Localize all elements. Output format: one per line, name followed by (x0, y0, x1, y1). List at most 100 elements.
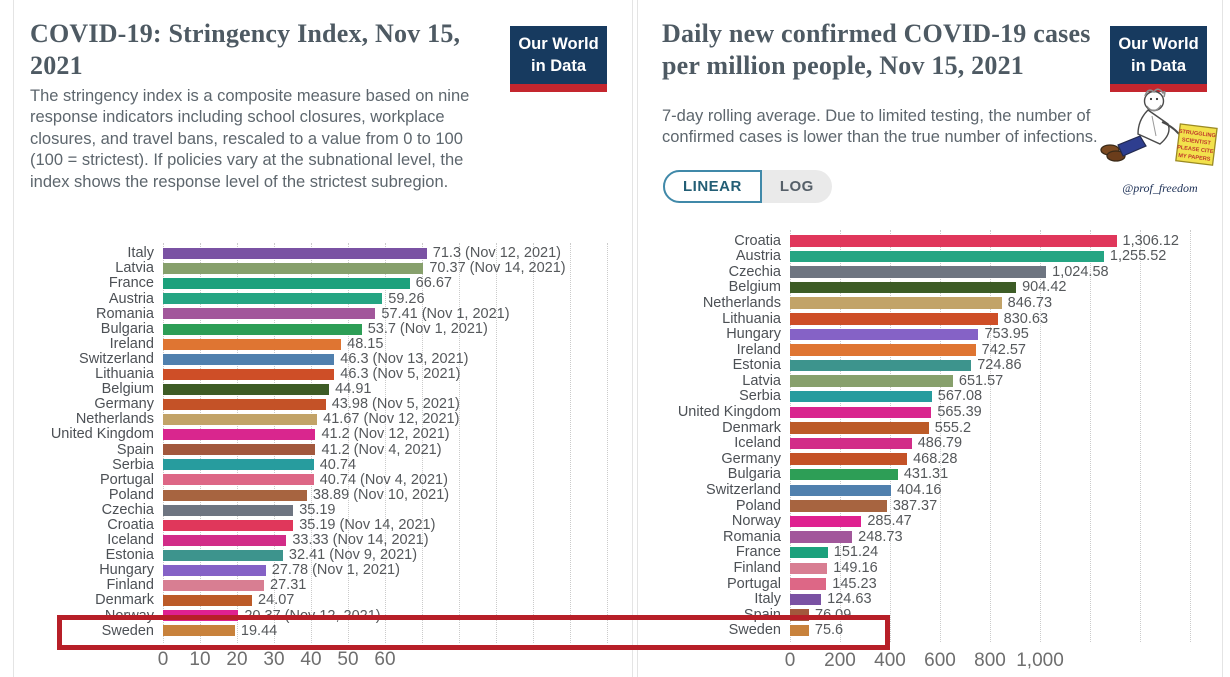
bar[interactable] (790, 515, 862, 528)
bar[interactable] (790, 406, 932, 419)
country-label[interactable]: Lithuania (722, 310, 781, 327)
country-label[interactable]: Switzerland (79, 350, 154, 367)
country-label[interactable]: Spain (743, 606, 781, 623)
country-label[interactable]: Netherlands (702, 294, 781, 311)
bar[interactable] (790, 390, 932, 403)
country-label[interactable]: Germany (721, 450, 781, 467)
country-label[interactable]: Croatia (734, 232, 781, 249)
bar[interactable] (790, 235, 1117, 247)
bar[interactable] (790, 266, 1047, 278)
bar[interactable] (790, 344, 976, 356)
country-label[interactable]: Hungary (99, 562, 154, 579)
bar[interactable] (790, 531, 853, 543)
country-label[interactable]: United Kingdom (677, 404, 781, 421)
bar[interactable] (163, 534, 287, 546)
country-label[interactable]: Romania (722, 528, 781, 545)
bar[interactable] (163, 338, 342, 350)
country-label[interactable]: Italy (754, 591, 781, 608)
bar[interactable] (790, 250, 1104, 263)
bar[interactable] (163, 504, 294, 516)
bar[interactable] (163, 444, 316, 456)
log-button[interactable]: LOG (779, 178, 814, 195)
bar[interactable] (163, 459, 314, 471)
bar[interactable] (790, 546, 828, 559)
bar[interactable] (163, 278, 410, 290)
country-label[interactable]: Poland (735, 497, 781, 514)
country-label[interactable]: United Kingdom (50, 426, 154, 443)
bar[interactable] (790, 468, 898, 481)
bar[interactable] (163, 595, 253, 607)
country-label[interactable]: Poland (108, 486, 154, 503)
bar[interactable] (790, 593, 822, 606)
country-label[interactable]: Latvia (115, 260, 154, 277)
country-label[interactable]: Portugal (726, 575, 781, 592)
bar[interactable] (790, 375, 953, 387)
country-label[interactable]: Germany (94, 396, 154, 413)
bar[interactable] (163, 489, 307, 501)
bar[interactable] (163, 383, 330, 395)
country-label[interactable]: Switzerland (706, 482, 781, 499)
bar[interactable] (163, 263, 424, 275)
country-label[interactable]: Netherlands (75, 411, 154, 428)
bar[interactable] (163, 565, 266, 577)
bar[interactable] (790, 624, 809, 637)
country-label[interactable]: Sweden (728, 622, 781, 639)
country-label[interactable]: Iceland (107, 532, 154, 549)
country-label[interactable]: Belgium (101, 381, 154, 398)
country-label[interactable]: Iceland (734, 435, 781, 452)
country-label[interactable]: Denmark (95, 592, 154, 609)
country-label[interactable]: Latvia (742, 372, 781, 389)
bar[interactable] (790, 313, 998, 325)
country-label[interactable]: Croatia (107, 516, 154, 533)
country-label[interactable]: Bulgaria (100, 320, 154, 337)
bar[interactable] (790, 562, 828, 575)
country-label[interactable]: Ireland (109, 335, 154, 352)
country-label[interactable]: Romania (95, 305, 154, 322)
country-label[interactable]: Czechia (728, 263, 781, 280)
country-label[interactable]: Norway (731, 513, 781, 530)
bar[interactable] (790, 281, 1017, 294)
country-label[interactable]: Spain (116, 441, 154, 458)
country-label[interactable]: Belgium (728, 279, 781, 296)
country-label[interactable]: Serbia (739, 388, 781, 405)
bar[interactable] (163, 610, 239, 622)
bar[interactable] (163, 323, 362, 335)
bar[interactable] (163, 293, 383, 305)
country-label[interactable]: Czechia (101, 501, 154, 518)
bar[interactable] (790, 484, 892, 497)
bar[interactable] (163, 248, 427, 260)
country-label[interactable]: Estonia (105, 547, 154, 564)
country-label[interactable]: Italy (127, 245, 154, 262)
country-label[interactable]: Portugal (99, 471, 154, 488)
bar[interactable] (790, 609, 810, 621)
country-label[interactable]: Bulgaria (727, 466, 781, 483)
bar[interactable] (163, 519, 294, 531)
bar[interactable] (163, 429, 316, 441)
bar[interactable] (163, 625, 235, 637)
country-label[interactable]: Lithuania (95, 366, 154, 383)
bar[interactable] (790, 328, 979, 341)
bar[interactable] (163, 580, 265, 592)
country-label[interactable]: Estonia (732, 357, 781, 374)
bar[interactable] (163, 353, 335, 365)
country-label[interactable]: France (108, 275, 154, 292)
country-label[interactable]: Ireland (736, 341, 781, 358)
bar[interactable] (163, 368, 335, 380)
bar[interactable] (163, 549, 283, 561)
country-label[interactable]: Austria (735, 248, 781, 265)
bar[interactable] (163, 474, 314, 486)
linear-button[interactable]: LINEAR (663, 170, 762, 203)
bar[interactable] (163, 308, 376, 320)
country-label[interactable]: Denmark (722, 419, 781, 436)
bar[interactable] (790, 500, 887, 512)
country-label[interactable]: Sweden (101, 622, 154, 639)
country-label[interactable]: Finland (106, 577, 154, 594)
country-label[interactable]: France (735, 544, 781, 561)
bar[interactable] (790, 453, 908, 465)
country-label[interactable]: Norway (104, 607, 154, 624)
bar[interactable] (163, 414, 318, 426)
bar[interactable] (790, 437, 912, 450)
country-label[interactable]: Serbia (112, 456, 154, 473)
bar[interactable] (790, 578, 827, 590)
country-label[interactable]: Austria (108, 290, 154, 307)
